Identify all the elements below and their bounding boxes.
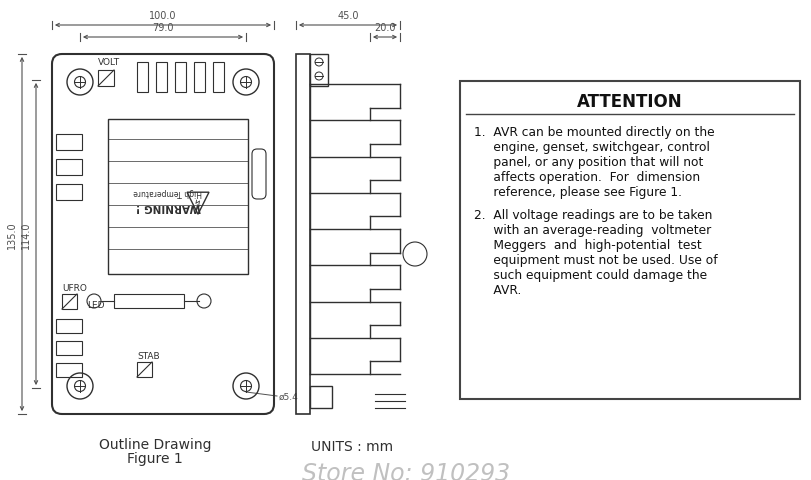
Bar: [98, 71, 114, 87]
Text: Store No: 910293: Store No: 910293: [302, 461, 509, 480]
Text: Figure 1: Figure 1: [127, 451, 182, 465]
Text: equipment must not be used. Use of: equipment must not be used. Use of: [474, 253, 717, 266]
Text: such equipment could damage the: such equipment could damage the: [474, 268, 706, 281]
Bar: [56, 319, 82, 333]
Bar: [175, 63, 186, 93]
Text: 100.0: 100.0: [149, 11, 177, 21]
Bar: [56, 363, 82, 377]
Text: UFRO: UFRO: [62, 283, 87, 292]
Text: ↯: ↯: [194, 199, 202, 209]
Bar: [194, 63, 204, 93]
Bar: [156, 63, 167, 93]
Text: 45.0: 45.0: [337, 11, 358, 21]
Bar: [114, 294, 184, 308]
Text: LED: LED: [87, 300, 105, 309]
Text: UNITS : mm: UNITS : mm: [311, 439, 393, 453]
Bar: [310, 55, 328, 87]
Text: Outline Drawing: Outline Drawing: [99, 437, 211, 451]
Bar: [56, 135, 82, 151]
Text: VOLT: VOLT: [98, 58, 120, 67]
Text: ATTENTION: ATTENTION: [577, 93, 682, 111]
Text: 79.0: 79.0: [152, 23, 174, 33]
Text: 1.  AVR can be mounted directly on the: 1. AVR can be mounted directly on the: [474, 126, 714, 139]
Bar: [460, 82, 799, 399]
Text: 135.0: 135.0: [7, 221, 17, 248]
Bar: [137, 63, 148, 93]
Text: Meggers  and  high-potential  test: Meggers and high-potential test: [474, 239, 701, 252]
Text: engine, genset, switchgear, control: engine, genset, switchgear, control: [474, 141, 709, 154]
Text: ø5.4: ø5.4: [279, 392, 298, 401]
Text: 114.0: 114.0: [21, 221, 31, 248]
Text: affects operation.  For  dimension: affects operation. For dimension: [474, 171, 699, 184]
Text: with an average-reading  voltmeter: with an average-reading voltmeter: [474, 224, 710, 237]
Bar: [310, 386, 332, 408]
Bar: [56, 185, 82, 201]
Bar: [56, 341, 82, 355]
Text: High Temperature: High Temperature: [134, 188, 202, 197]
Bar: [108, 120, 247, 275]
Text: reference, please see Figure 1.: reference, please see Figure 1.: [474, 186, 681, 199]
Text: WARNING !: WARNING !: [135, 202, 200, 212]
Text: 20.0: 20.0: [374, 23, 395, 33]
Text: STAB: STAB: [137, 351, 160, 360]
Bar: [296, 55, 310, 414]
Text: AVR.: AVR.: [474, 283, 521, 296]
Text: 2.  All voltage readings are to be taken: 2. All voltage readings are to be taken: [474, 209, 711, 222]
Text: panel, or any position that will not: panel, or any position that will not: [474, 156, 702, 168]
Bar: [62, 294, 77, 309]
Bar: [212, 63, 224, 93]
Bar: [56, 160, 82, 176]
Bar: [137, 362, 152, 377]
